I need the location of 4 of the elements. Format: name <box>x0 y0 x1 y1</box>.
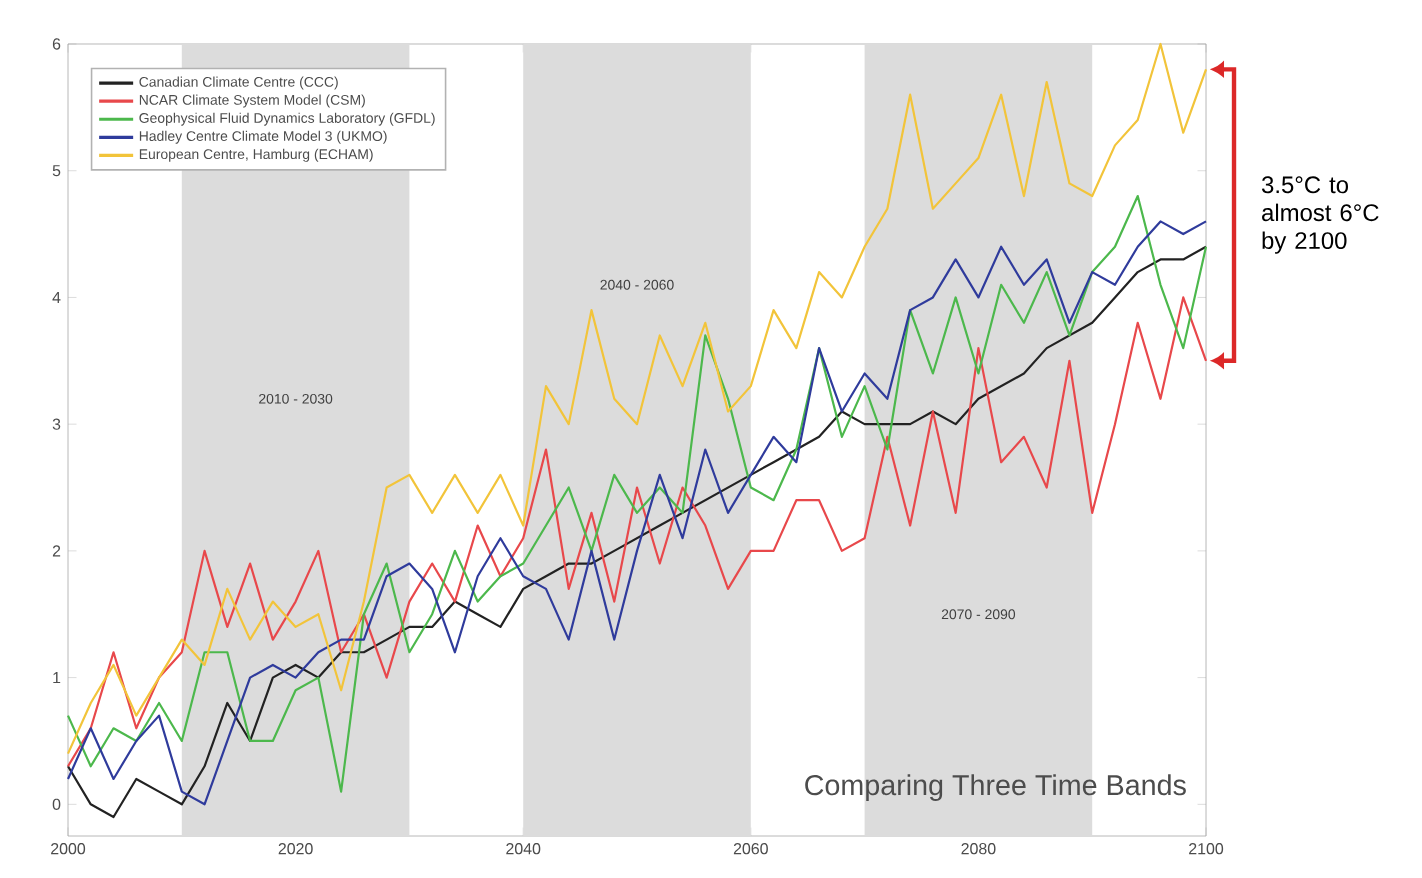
line-series <box>66 42 1208 755</box>
annotation: Comparing Three Time Bands <box>805 774 1186 801</box>
text: 3.5°C to almost 6°C by 2100 <box>1261 176 1379 254</box>
line-series <box>66 296 1208 768</box>
